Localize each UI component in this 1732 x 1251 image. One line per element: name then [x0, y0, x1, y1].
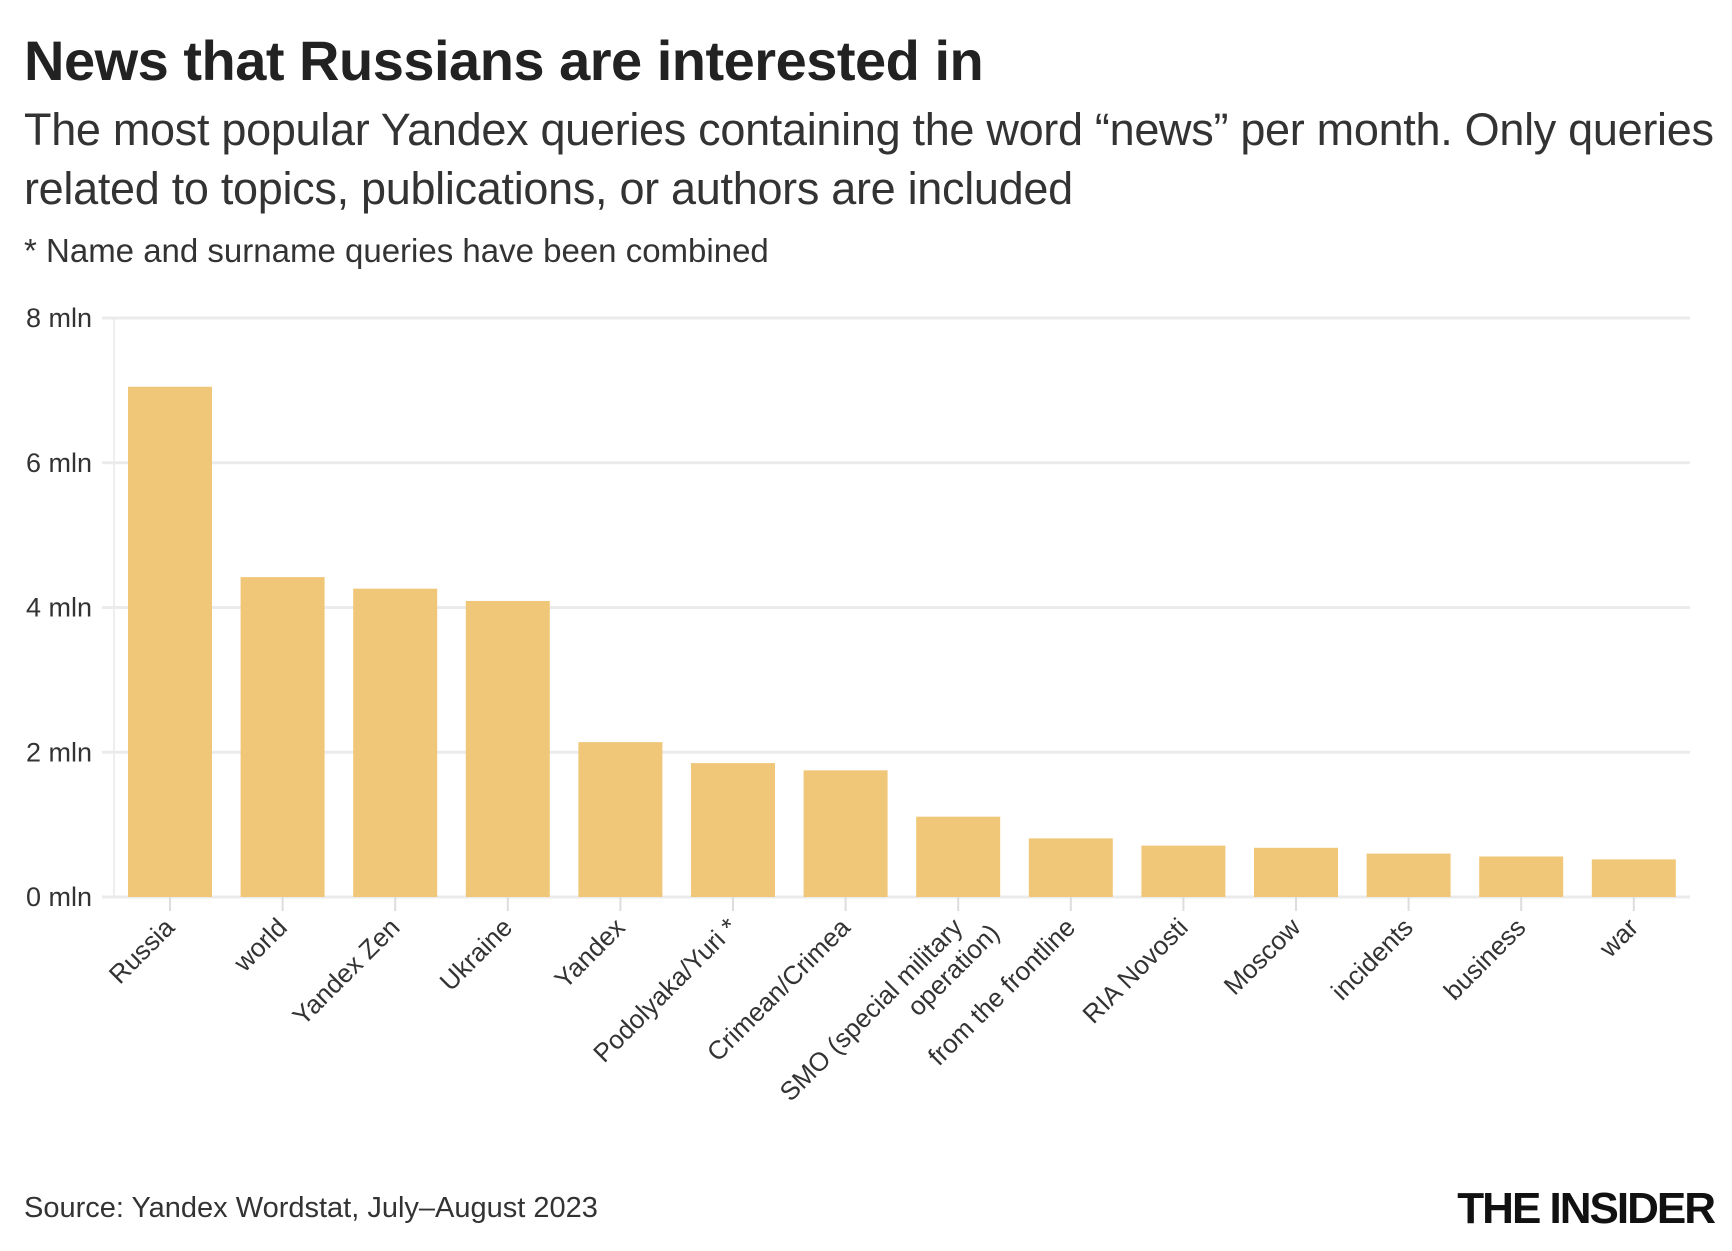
bar: [465, 600, 550, 897]
y-tick-label: 2 mln: [26, 737, 92, 767]
y-tick-label: 6 mln: [26, 448, 92, 478]
x-tick-label: war: [1592, 912, 1644, 964]
x-tick-label: incidents: [1325, 912, 1419, 1006]
x-tick-label: business: [1438, 912, 1532, 1006]
bar: [1028, 838, 1113, 897]
chart-note: * Name and surname queries have been com…: [24, 232, 769, 269]
brand-logo: THE INSIDER: [1457, 1184, 1716, 1233]
bar: [691, 763, 775, 897]
y-tick-label: 4 mln: [26, 593, 92, 623]
y-tick-label: 8 mln: [26, 303, 92, 333]
bar: [578, 742, 663, 897]
x-tick-label: Ukraine: [433, 912, 518, 997]
bar: [1366, 853, 1451, 897]
x-tick-label: RIA Novosti: [1076, 912, 1193, 1029]
bar: [1141, 845, 1226, 897]
x-tick-label: Russia: [103, 912, 181, 990]
bar: [128, 386, 212, 897]
chart-subtitle: The most popular Yandex queries containi…: [24, 104, 1714, 214]
y-tick-label: 0 mln: [26, 882, 92, 912]
bar: [1591, 859, 1676, 897]
bar: [240, 577, 325, 897]
bar: [1479, 856, 1564, 897]
bar: [353, 588, 438, 897]
bar: [916, 816, 1001, 897]
x-tick-label: world: [227, 912, 293, 978]
x-tick-label: Moscow: [1218, 912, 1307, 1001]
source-note: Source: Yandex Wordstat, July–August 202…: [24, 1192, 598, 1224]
chart-title: News that Russians are interested in: [24, 29, 984, 92]
x-tick-label: Yandex Zen: [286, 912, 405, 1031]
bar: [1254, 847, 1338, 897]
bar: [803, 770, 888, 897]
x-tick-label: Yandex: [548, 912, 630, 994]
